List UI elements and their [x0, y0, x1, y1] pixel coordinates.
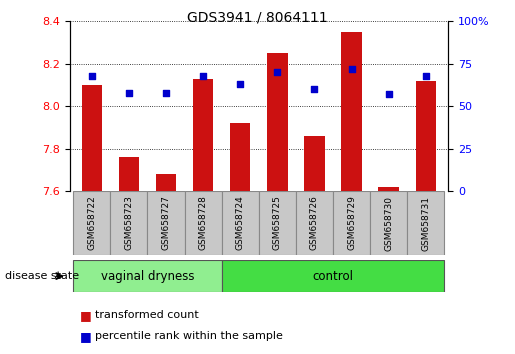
Text: GSM658723: GSM658723 — [125, 195, 133, 251]
Bar — [156, 174, 176, 191]
Bar — [147, 191, 184, 255]
Bar — [73, 191, 110, 255]
Point — [273, 69, 282, 75]
Text: GSM658728: GSM658728 — [199, 195, 208, 251]
Text: disease state: disease state — [5, 271, 79, 281]
Text: vaginal dryness: vaginal dryness — [101, 270, 194, 282]
Point — [199, 73, 207, 79]
Text: control: control — [313, 270, 353, 282]
Bar — [267, 53, 287, 191]
Text: ■: ■ — [80, 330, 92, 343]
Text: GSM658724: GSM658724 — [236, 196, 245, 250]
Text: GSM658729: GSM658729 — [347, 195, 356, 251]
Point — [385, 91, 393, 97]
Text: GSM658726: GSM658726 — [310, 195, 319, 251]
Bar — [370, 191, 407, 255]
Bar — [230, 123, 250, 191]
Point — [162, 90, 170, 96]
Bar — [221, 260, 444, 292]
Point — [125, 90, 133, 96]
Bar — [259, 191, 296, 255]
Bar — [184, 191, 221, 255]
Point — [88, 73, 96, 79]
Text: GSM658725: GSM658725 — [273, 195, 282, 251]
Text: GDS3941 / 8064111: GDS3941 / 8064111 — [187, 11, 328, 25]
Bar — [379, 187, 399, 191]
Text: ■: ■ — [80, 309, 92, 321]
Text: GSM658727: GSM658727 — [162, 195, 170, 251]
Bar — [333, 191, 370, 255]
Point — [422, 73, 430, 79]
Text: GSM658730: GSM658730 — [384, 195, 393, 251]
Bar — [407, 191, 444, 255]
Text: transformed count: transformed count — [95, 310, 199, 320]
Point — [311, 86, 319, 92]
Bar — [341, 32, 362, 191]
Bar — [304, 136, 324, 191]
Bar — [81, 85, 102, 191]
Bar — [416, 81, 436, 191]
Bar — [221, 191, 259, 255]
Bar — [73, 260, 221, 292]
Text: GSM658722: GSM658722 — [87, 196, 96, 250]
Text: GSM658731: GSM658731 — [421, 195, 431, 251]
Bar — [110, 191, 147, 255]
Point — [348, 66, 356, 72]
Bar — [193, 79, 213, 191]
Text: percentile rank within the sample: percentile rank within the sample — [95, 331, 283, 341]
Bar — [118, 157, 139, 191]
Bar — [296, 191, 333, 255]
Point — [236, 81, 244, 87]
